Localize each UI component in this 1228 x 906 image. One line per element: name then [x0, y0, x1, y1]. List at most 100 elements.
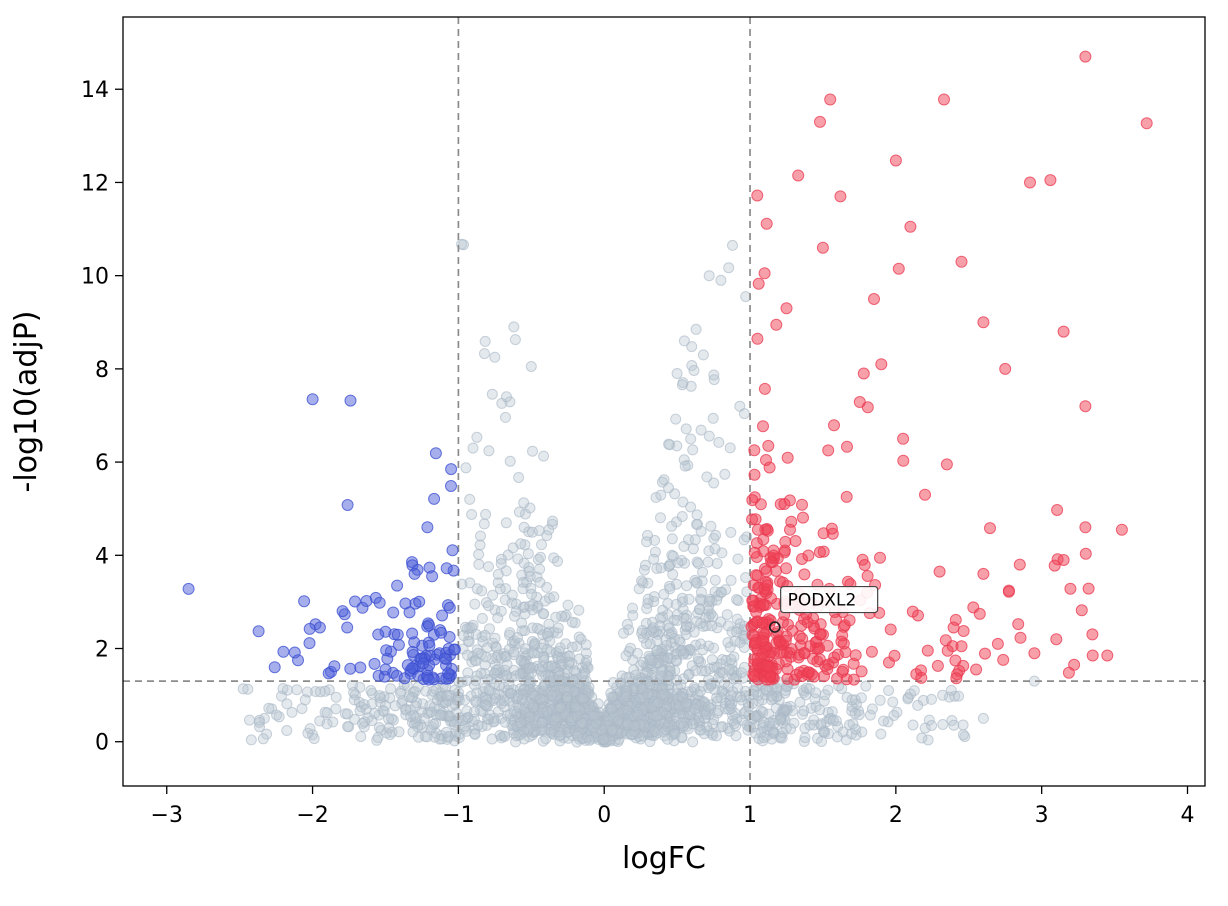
data-point	[1013, 558, 1026, 571]
data-point	[548, 591, 560, 603]
data-point	[957, 659, 970, 672]
data-point	[440, 562, 453, 575]
data-point	[638, 719, 649, 731]
data-point	[999, 362, 1012, 375]
data-point	[761, 579, 774, 592]
data-point	[747, 689, 759, 700]
data-point	[819, 727, 831, 738]
data-point	[504, 455, 516, 467]
data-point	[685, 433, 697, 445]
data-point	[531, 622, 543, 634]
data-point	[445, 463, 458, 476]
data-point	[725, 702, 737, 714]
data-point	[546, 690, 558, 701]
data-point	[535, 693, 547, 705]
data-point	[291, 684, 303, 696]
data-point	[802, 549, 815, 562]
data-point	[655, 489, 667, 501]
data-point	[411, 697, 423, 708]
data-point	[748, 444, 761, 457]
data-point	[445, 480, 457, 492]
data-point	[749, 727, 761, 739]
plot-frame	[122, 16, 1206, 787]
data-point	[1079, 521, 1092, 534]
data-point	[562, 695, 574, 706]
data-point	[715, 616, 727, 628]
data-point	[695, 525, 707, 537]
data-point	[618, 627, 629, 639]
ns-points-layer	[237, 238, 1040, 748]
data-point	[514, 668, 526, 680]
data-point	[647, 622, 659, 634]
data-point	[959, 731, 971, 743]
data-point	[1075, 604, 1088, 617]
data-point	[679, 460, 691, 472]
data-point	[790, 668, 803, 681]
data-point	[687, 736, 699, 748]
data-point	[758, 717, 770, 728]
data-point	[456, 715, 468, 727]
data-point	[527, 604, 539, 616]
data-point	[850, 723, 862, 735]
data-point	[676, 511, 688, 522]
data-point	[417, 657, 430, 670]
data-point	[701, 721, 713, 733]
data-point	[483, 713, 495, 725]
data-point	[641, 603, 653, 615]
data-point	[509, 334, 521, 346]
data-point	[671, 615, 683, 626]
data-point	[372, 732, 384, 743]
data-point	[341, 499, 354, 511]
data-point	[738, 642, 750, 653]
data-point	[709, 574, 721, 586]
data-point	[792, 169, 805, 182]
data-point	[436, 609, 449, 622]
data-point	[543, 618, 555, 630]
data-point	[373, 596, 386, 609]
data-point	[517, 576, 529, 588]
data-point	[730, 720, 742, 732]
data-point	[541, 706, 553, 718]
data-point	[979, 647, 991, 660]
data-point	[423, 639, 436, 652]
data-point	[478, 518, 490, 530]
data-point	[796, 498, 808, 511]
data-point	[1044, 174, 1057, 187]
data-point	[512, 690, 524, 702]
data-point	[931, 659, 944, 672]
data-point	[518, 733, 530, 745]
data-point	[707, 412, 719, 424]
data-point	[907, 719, 919, 731]
data-point	[677, 648, 689, 660]
data-point	[785, 515, 798, 528]
data-point	[523, 698, 535, 710]
data-point	[736, 667, 747, 679]
data-point	[804, 640, 817, 653]
data-point	[431, 694, 443, 706]
data-point	[703, 595, 715, 607]
data-point	[408, 567, 421, 580]
gene-label-box	[780, 585, 879, 614]
data-point	[760, 217, 773, 230]
data-point	[824, 93, 837, 106]
x-axis: −3 −2 −1 0 1 2 3 4	[151, 786, 1195, 828]
data-point	[732, 553, 744, 565]
data-point	[658, 688, 670, 700]
data-point	[1028, 647, 1041, 660]
data-point	[713, 436, 725, 448]
data-point	[372, 628, 385, 641]
data-point	[469, 598, 481, 610]
data-point	[446, 544, 459, 557]
data-point	[837, 663, 850, 676]
data-point	[662, 598, 674, 609]
data-point	[386, 713, 398, 725]
data-point	[648, 553, 660, 565]
data-point	[483, 445, 495, 457]
data-point	[904, 220, 917, 233]
data-point	[545, 660, 557, 672]
data-point	[573, 631, 585, 643]
data-point	[499, 730, 511, 742]
data-point	[719, 678, 730, 690]
data-point	[385, 683, 397, 695]
data-point	[875, 358, 888, 371]
